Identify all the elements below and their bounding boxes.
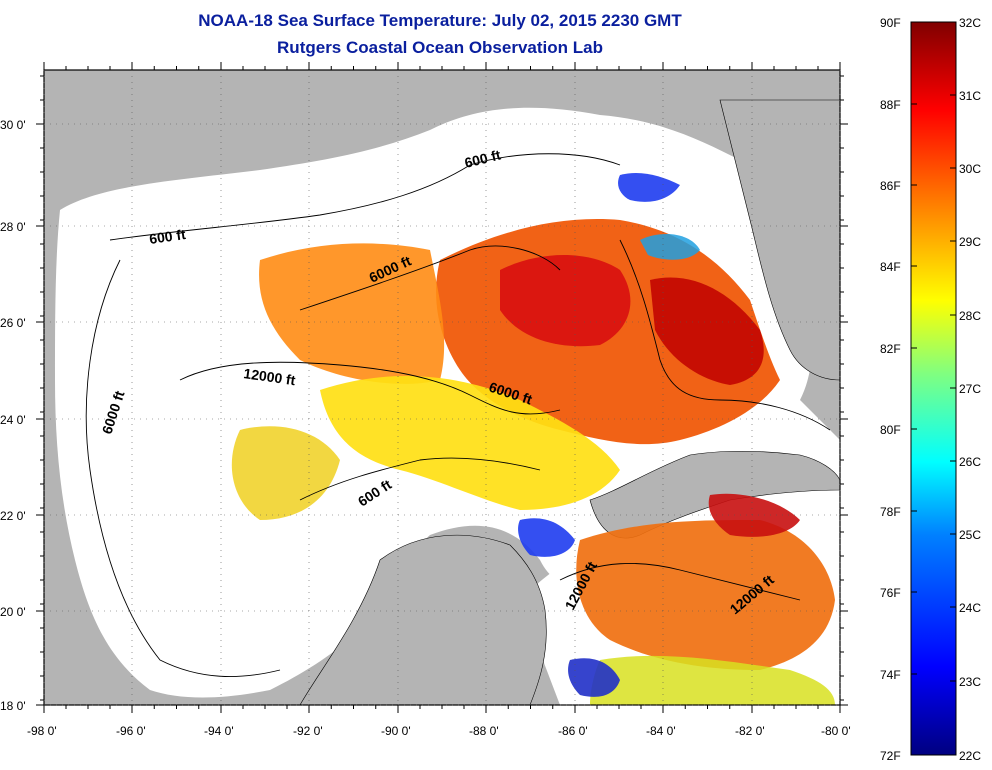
lon-label: -80 0' (821, 724, 851, 738)
contour-line (619, 239, 831, 431)
lon-label: -98 0' (27, 724, 57, 738)
sst-cool-fringe (640, 234, 700, 260)
colorbar-c-label: 23C (959, 675, 981, 689)
lon-label: -90 0' (381, 724, 411, 738)
colorbar-c-label: 26C (959, 455, 981, 469)
contour-label-600-west: 600 ft (148, 226, 187, 247)
yucatan-landmass (299, 534, 547, 705)
colorbar-f-label: 86F (880, 179, 901, 193)
map-title: NOAA-18 Sea Surface Temperature: July 02… (198, 11, 682, 30)
contour-line (559, 562, 801, 601)
sst-yellow-caribbean (590, 655, 835, 705)
colorbar-c-label: 22C (959, 749, 981, 763)
latitude-labels: 30 0' 28 0' 26 0' 24 0' 22 0' 20 0' 18 0… (0, 118, 26, 713)
sst-cool-fringe (568, 658, 620, 697)
colorbar-c-label: 25C (959, 528, 981, 542)
colorbar-c-label: 28C (959, 309, 981, 323)
lon-label: -82 0' (735, 724, 765, 738)
colorbar-ticks (911, 21, 956, 756)
colorbar: 90F 88F 86F 84F 82F 80F 78F 76F 74F 72F … (880, 16, 981, 763)
lat-label: 20 0' (0, 605, 26, 619)
sst-hot-caribbean (708, 493, 800, 537)
lat-label: 28 0' (0, 220, 26, 234)
sst-yellow-band (231, 426, 340, 520)
axis-ticks (36, 62, 848, 713)
lat-label: 22 0' (0, 509, 26, 523)
sst-orange-caribbean (576, 520, 835, 670)
contour-line (109, 153, 621, 241)
colorbar-c-label: 27C (959, 382, 981, 396)
lat-label: 26 0' (0, 316, 26, 330)
colorbar-f-label: 72F (880, 749, 901, 763)
contour-line (85, 259, 281, 678)
map-panel (44, 70, 840, 705)
lon-label: -88 0' (469, 724, 499, 738)
colorbar-f-label: 82F (880, 342, 901, 356)
colorbar-c-label: 32C (959, 16, 981, 30)
map-frame (36, 62, 848, 713)
lat-label: 18 0' (0, 699, 26, 713)
colorbar-c-label: 29C (959, 235, 981, 249)
sst-cool-fringe (618, 173, 680, 202)
colorbar-f-label: 80F (880, 423, 901, 437)
colorbar-f-label: 74F (880, 668, 901, 682)
colorbar-f-label: 88F (880, 98, 901, 112)
lat-label: 30 0' (0, 118, 26, 132)
contour-line (299, 457, 541, 501)
colorbar-scale (910, 21, 957, 756)
sst-hot-patch (650, 277, 764, 385)
contour-line (299, 245, 561, 311)
sst-yellow-band (320, 376, 620, 510)
lat-label: 24 0' (0, 413, 26, 427)
lon-label: -92 0' (293, 724, 323, 738)
sst-orange-band (259, 243, 445, 384)
lon-label: -86 0' (558, 724, 588, 738)
lon-label: -96 0' (116, 724, 146, 738)
lon-label: -94 0' (204, 724, 234, 738)
florida-landmass (719, 99, 840, 381)
lon-label: -84 0' (646, 724, 676, 738)
colorbar-c-label: 24C (959, 601, 981, 615)
colorbar-f-label: 78F (880, 505, 901, 519)
sst-cool-fringe (518, 518, 575, 557)
longitude-labels: -98 0' -96 0' -94 0' -92 0' -90 0' -88 0… (27, 724, 851, 738)
sst-hot-patch (500, 255, 631, 347)
colorbar-f-label: 76F (880, 586, 901, 600)
colorbar-f-label: 90F (880, 16, 901, 30)
map-subtitle: Rutgers Coastal Ocean Observation Lab (277, 38, 603, 57)
contour-label-12000-center: 12000 ft (243, 365, 297, 388)
colorbar-c-label: 31C (959, 89, 981, 103)
colorbar-f-label: 84F (880, 260, 901, 274)
contour-line (179, 361, 561, 415)
colorbar-c-label: 30C (959, 162, 981, 176)
